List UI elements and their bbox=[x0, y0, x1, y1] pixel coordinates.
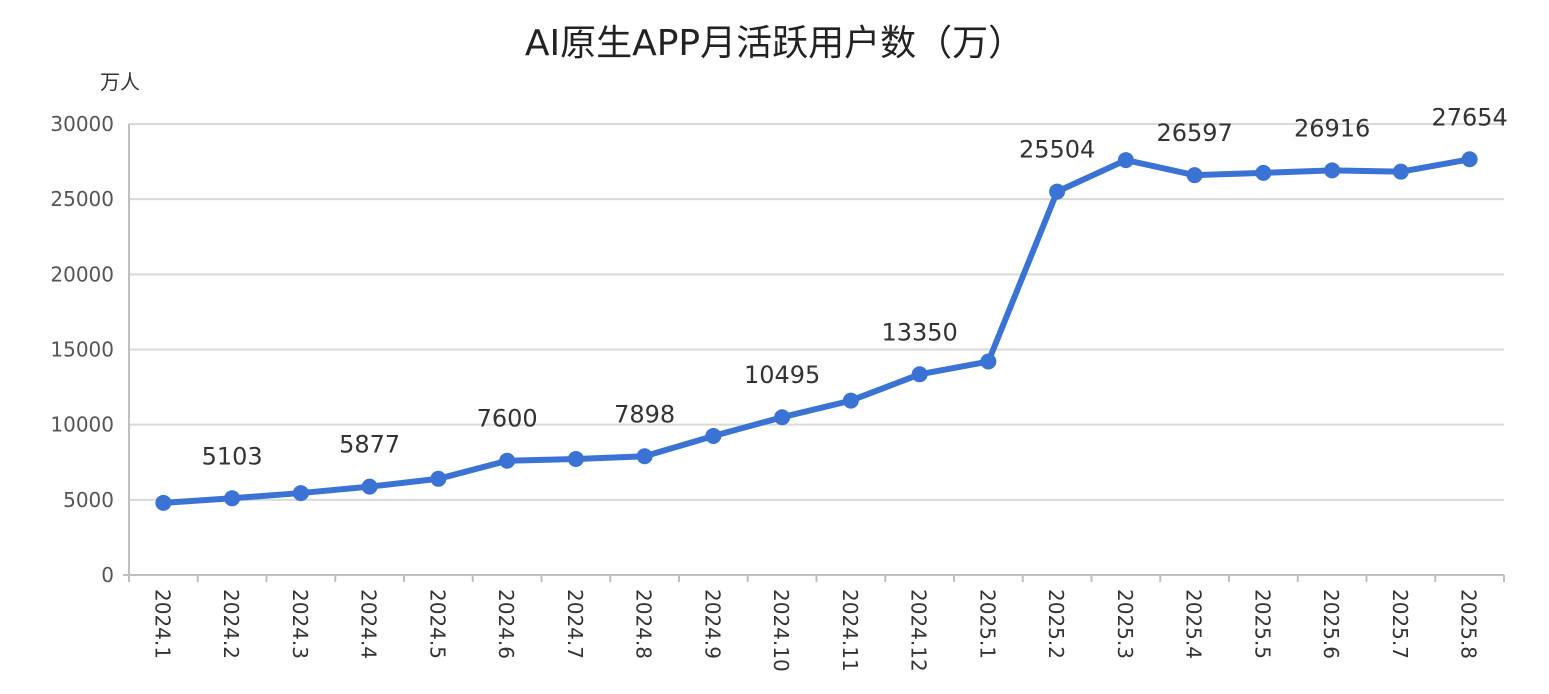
gridlines bbox=[129, 123, 1504, 501]
series-points bbox=[155, 151, 1478, 511]
series-line bbox=[160, 156, 1473, 506]
data-labels: 5103 5877 7600 7898 10495 13350 25504 26597 2691… bbox=[202, 103, 1508, 470]
x-tick-label: 2025.3 bbox=[1113, 589, 1137, 659]
x-tick-label: 2025.8 bbox=[1457, 589, 1481, 659]
y-tick-label: 5000 bbox=[63, 488, 114, 512]
x-tick-label: 2025.4 bbox=[1182, 589, 1206, 659]
data-point bbox=[361, 478, 378, 495]
data-label: 25504 bbox=[1019, 136, 1095, 164]
data-point bbox=[1117, 152, 1134, 169]
x-tick-label: 2024.8 bbox=[632, 589, 656, 659]
x-tick-label: 2024.5 bbox=[425, 589, 449, 659]
data-point bbox=[1461, 151, 1478, 168]
data-point bbox=[567, 450, 584, 467]
data-label: 27654 bbox=[1431, 103, 1507, 131]
data-label: 5877 bbox=[339, 431, 400, 459]
data-point bbox=[842, 392, 859, 409]
y-tick-label: 10000 bbox=[50, 413, 114, 437]
x-tick-label: 2024.7 bbox=[563, 589, 587, 659]
axes bbox=[123, 124, 1504, 581]
data-point bbox=[224, 490, 241, 507]
data-label: 7898 bbox=[614, 400, 675, 428]
data-label: 13350 bbox=[881, 318, 957, 346]
data-point bbox=[911, 366, 928, 383]
x-tick-label: 2025.1 bbox=[975, 589, 999, 659]
x-tick-label: 2024.11 bbox=[838, 589, 862, 672]
x-tick-label: 2024.4 bbox=[357, 589, 381, 659]
x-tick-label: 2025.2 bbox=[1044, 589, 1068, 659]
x-tick-label: 2025.5 bbox=[1250, 589, 1274, 659]
data-label: 7600 bbox=[477, 405, 538, 433]
data-point bbox=[155, 494, 172, 511]
data-point bbox=[980, 353, 997, 370]
y-axis-ticks: 0 5000 10000 15000 20000 25000 30000 bbox=[50, 112, 114, 587]
series-line-path bbox=[160, 156, 1473, 506]
data-label: 26916 bbox=[1294, 114, 1370, 142]
data-point bbox=[636, 448, 653, 465]
y-tick-label: 25000 bbox=[50, 187, 114, 211]
data-point bbox=[705, 427, 722, 444]
x-axis-ticks: 2024.1 2024.2 2024.3 2024.4 2024.5 2024.6 2024… bbox=[128, 575, 1505, 672]
y-tick-label: 20000 bbox=[50, 262, 114, 286]
data-point bbox=[1049, 183, 1066, 200]
data-point bbox=[774, 409, 791, 426]
x-tick-label: 2025.6 bbox=[1319, 589, 1343, 659]
data-point bbox=[1186, 167, 1203, 184]
data-point bbox=[499, 452, 516, 469]
x-tick-label: 2025.7 bbox=[1388, 589, 1412, 659]
y-axis-unit: 万人 bbox=[100, 70, 140, 94]
x-tick-label: 2024.6 bbox=[494, 589, 518, 659]
x-tick-label: 2024.10 bbox=[769, 589, 793, 672]
data-label: 26597 bbox=[1156, 119, 1232, 147]
data-label: 10495 bbox=[744, 361, 820, 389]
data-point bbox=[1324, 162, 1341, 179]
y-tick-label: 30000 bbox=[50, 112, 114, 136]
x-tick-label: 2024.1 bbox=[150, 589, 174, 659]
data-point bbox=[430, 470, 447, 487]
data-point bbox=[292, 485, 309, 502]
x-tick-label: 2024.2 bbox=[219, 589, 243, 659]
x-tick-label: 2024.12 bbox=[907, 589, 931, 672]
y-tick-label: 15000 bbox=[50, 338, 114, 362]
data-point bbox=[1255, 164, 1272, 181]
data-label: 5103 bbox=[202, 442, 263, 470]
x-tick-label: 2024.3 bbox=[288, 589, 312, 659]
x-tick-label: 2024.9 bbox=[700, 589, 724, 659]
chart-title: AI原生APP月活跃用户数（万） bbox=[524, 23, 1025, 64]
data-point bbox=[1392, 163, 1409, 180]
y-tick-label: 0 bbox=[101, 563, 114, 587]
